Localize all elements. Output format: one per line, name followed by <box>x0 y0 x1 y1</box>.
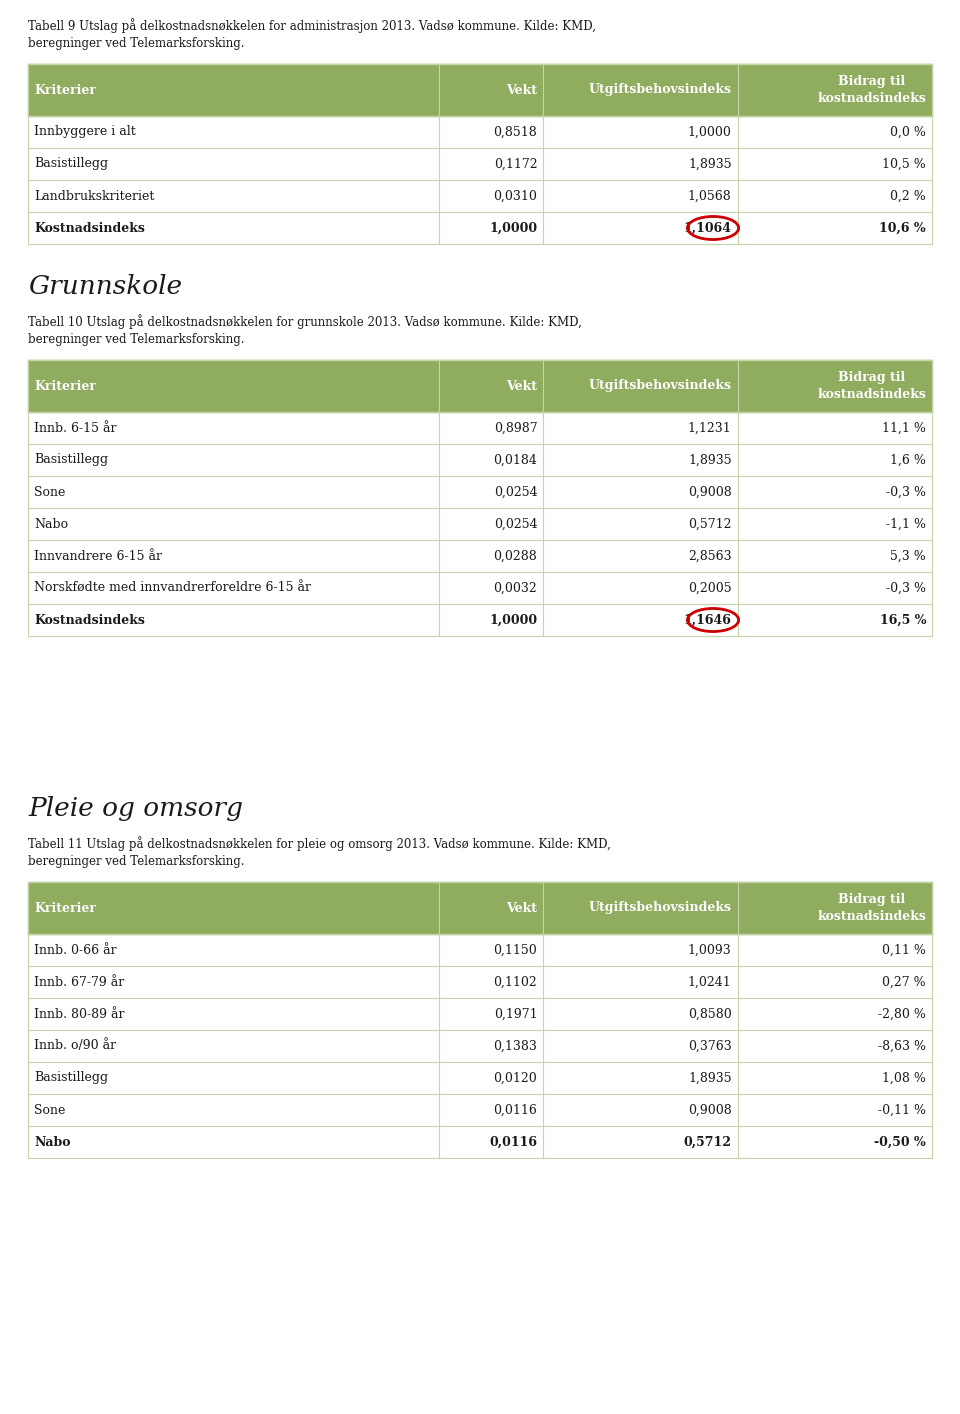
Text: 11,1 %: 11,1 % <box>882 421 926 434</box>
Text: 0,2005: 0,2005 <box>688 581 732 594</box>
Text: Nabo: Nabo <box>34 1135 70 1148</box>
Text: Landbrukskriteriet: Landbrukskriteriet <box>34 189 155 202</box>
Text: Sone: Sone <box>34 485 65 499</box>
Text: Innb. 67-79 år: Innb. 67-79 år <box>34 976 124 988</box>
Text: Utgiftsbehovsindeks: Utgiftsbehovsindeks <box>588 83 732 96</box>
Text: 16,5 %: 16,5 % <box>879 614 926 626</box>
Text: -0,50 %: -0,50 % <box>875 1135 926 1148</box>
Text: Basistillegg: Basistillegg <box>34 157 108 171</box>
Text: 1,0000: 1,0000 <box>490 614 538 626</box>
Text: 0,9008: 0,9008 <box>688 1103 732 1117</box>
Text: Bidrag til
kostnadsindeks: Bidrag til kostnadsindeks <box>817 75 926 105</box>
Text: 0,8580: 0,8580 <box>688 1008 732 1021</box>
Text: 0,5712: 0,5712 <box>688 518 732 530</box>
Text: 1,8935: 1,8935 <box>688 1072 732 1085</box>
Text: -8,63 %: -8,63 % <box>878 1039 926 1052</box>
Text: 0,27 %: 0,27 % <box>882 976 926 988</box>
Text: Tabell 10 Utslag på delkostnadsnøkkelen for grunnskole 2013. Vadsø kommune. Kild: Tabell 10 Utslag på delkostnadsnøkkelen … <box>28 314 582 346</box>
Text: Norskfødte med innvandrerforeldre 6-15 år: Norskfødte med innvandrerforeldre 6-15 å… <box>34 581 311 594</box>
Text: 1,0241: 1,0241 <box>688 976 732 988</box>
Text: 0,0254: 0,0254 <box>493 518 538 530</box>
Text: 0,0288: 0,0288 <box>493 550 538 563</box>
Text: Grunnskole: Grunnskole <box>28 274 182 298</box>
Text: Innbyggere i alt: Innbyggere i alt <box>34 126 135 139</box>
Text: 1,8935: 1,8935 <box>688 454 732 467</box>
Text: 5,3 %: 5,3 % <box>890 550 926 563</box>
Text: 1,0000: 1,0000 <box>687 126 732 139</box>
Text: Innb. 6-15 år: Innb. 6-15 år <box>34 421 116 434</box>
Text: -2,80 %: -2,80 % <box>878 1008 926 1021</box>
Text: 0,0116: 0,0116 <box>493 1103 538 1117</box>
Text: 1,0568: 1,0568 <box>688 189 732 202</box>
Text: -0,3 %: -0,3 % <box>886 581 926 594</box>
Text: 1,6 %: 1,6 % <box>890 454 926 467</box>
Text: Bidrag til
kostnadsindeks: Bidrag til kostnadsindeks <box>817 894 926 922</box>
Text: 0,1172: 0,1172 <box>493 157 538 171</box>
Text: -1,1 %: -1,1 % <box>886 518 926 530</box>
Text: Kriterier: Kriterier <box>34 83 96 96</box>
Text: 0,1102: 0,1102 <box>493 976 538 988</box>
Text: 1,08 %: 1,08 % <box>882 1072 926 1085</box>
Text: Tabell 11 Utslag på delkostnadsnøkkelen for pleie og omsorg 2013. Vadsø kommune.: Tabell 11 Utslag på delkostnadsnøkkelen … <box>28 836 611 868</box>
Text: 0,0184: 0,0184 <box>493 454 538 467</box>
Text: 0,1150: 0,1150 <box>493 943 538 956</box>
Text: 0,9008: 0,9008 <box>688 485 732 499</box>
Text: 0,0254: 0,0254 <box>493 485 538 499</box>
Text: Kostnadsindeks: Kostnadsindeks <box>34 222 145 235</box>
Text: 0,5712: 0,5712 <box>684 1135 732 1148</box>
Text: Utgiftsbehovsindeks: Utgiftsbehovsindeks <box>588 902 732 915</box>
Text: Kriterier: Kriterier <box>34 902 96 915</box>
Text: Utgiftsbehovsindeks: Utgiftsbehovsindeks <box>588 379 732 393</box>
Text: 1,1064: 1,1064 <box>684 222 732 235</box>
Text: 0,0116: 0,0116 <box>490 1135 538 1148</box>
Text: -0,11 %: -0,11 % <box>878 1103 926 1117</box>
Text: Pleie og omsorg: Pleie og omsorg <box>28 796 243 822</box>
Text: 10,5 %: 10,5 % <box>882 157 926 171</box>
Text: 0,0120: 0,0120 <box>493 1072 538 1085</box>
Text: Basistillegg: Basistillegg <box>34 1072 108 1085</box>
Text: 0,1971: 0,1971 <box>493 1008 538 1021</box>
Text: Vekt: Vekt <box>506 379 538 393</box>
Text: 2,8563: 2,8563 <box>688 550 732 563</box>
Text: Tabell 9 Utslag på delkostnadsnøkkelen for administrasjon 2013. Vadsø kommune. K: Tabell 9 Utslag på delkostnadsnøkkelen f… <box>28 18 596 49</box>
Text: Vekt: Vekt <box>506 83 538 96</box>
Text: -0,3 %: -0,3 % <box>886 485 926 499</box>
Text: 0,1383: 0,1383 <box>493 1039 538 1052</box>
Text: Basistillegg: Basistillegg <box>34 454 108 467</box>
Text: Kriterier: Kriterier <box>34 379 96 393</box>
Text: Sone: Sone <box>34 1103 65 1117</box>
Text: Nabo: Nabo <box>34 518 68 530</box>
Text: 0,8987: 0,8987 <box>493 421 538 434</box>
Text: Innvandrere 6-15 år: Innvandrere 6-15 år <box>34 550 162 563</box>
Text: 0,0310: 0,0310 <box>493 189 538 202</box>
Text: Innb. o/90 år: Innb. o/90 år <box>34 1039 116 1052</box>
Text: 1,1231: 1,1231 <box>688 421 732 434</box>
Text: 10,6 %: 10,6 % <box>879 222 926 235</box>
Text: 0,0 %: 0,0 % <box>890 126 926 139</box>
Text: 0,0032: 0,0032 <box>493 581 538 594</box>
Text: Bidrag til
kostnadsindeks: Bidrag til kostnadsindeks <box>817 372 926 400</box>
Text: Innb. 80-89 år: Innb. 80-89 år <box>34 1008 125 1021</box>
Text: Vekt: Vekt <box>506 902 538 915</box>
Text: 1,8935: 1,8935 <box>688 157 732 171</box>
Text: Innb. 0-66 år: Innb. 0-66 år <box>34 943 116 956</box>
Text: 1,0000: 1,0000 <box>490 222 538 235</box>
Text: 0,8518: 0,8518 <box>493 126 538 139</box>
Text: 1,0093: 1,0093 <box>688 943 732 956</box>
Text: 1,1646: 1,1646 <box>684 614 732 626</box>
Text: 0,3763: 0,3763 <box>688 1039 732 1052</box>
Text: Kostnadsindeks: Kostnadsindeks <box>34 614 145 626</box>
Text: 0,11 %: 0,11 % <box>882 943 926 956</box>
Text: 0,2 %: 0,2 % <box>890 189 926 202</box>
